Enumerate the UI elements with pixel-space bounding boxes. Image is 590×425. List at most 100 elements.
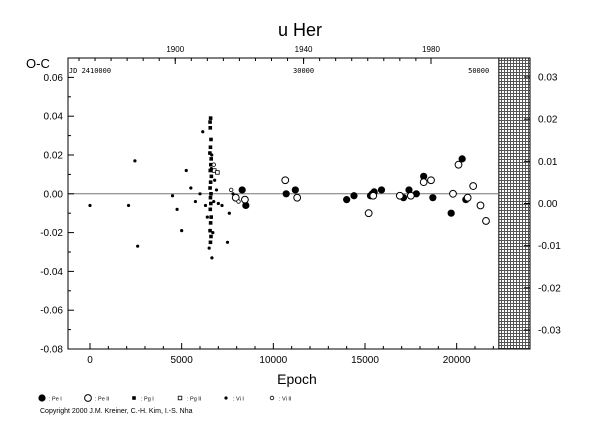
jd-label: 50000	[468, 67, 489, 75]
data-point	[209, 201, 213, 206]
data-point	[209, 192, 213, 196]
data-point	[419, 178, 428, 187]
legend-label: : Pg I	[141, 397, 154, 403]
y-tick-label: -0.04	[40, 267, 63, 278]
legend-marker	[224, 396, 228, 400]
data-point	[209, 174, 214, 179]
legend: : Pe I: Pe II: Pg I: Pg II: Vi I: Vi II	[38, 394, 292, 403]
data-point	[201, 130, 205, 134]
data-point	[207, 246, 211, 250]
data-point	[208, 126, 213, 130]
data-point	[133, 159, 137, 163]
data-point	[212, 199, 216, 204]
series-5	[211, 162, 241, 204]
data-point	[227, 211, 231, 215]
data-point	[364, 209, 373, 218]
data-point	[242, 201, 250, 210]
data-point	[420, 172, 428, 180]
data-point	[454, 160, 463, 169]
data-point	[476, 201, 485, 210]
data-point	[210, 256, 214, 260]
data-point	[211, 162, 216, 167]
data-point	[343, 196, 351, 204]
data-point	[406, 191, 415, 200]
series-1	[231, 160, 490, 225]
data-point	[228, 187, 234, 193]
legend-label: : Pe I	[49, 397, 62, 403]
data-point	[189, 186, 193, 190]
data-point	[291, 186, 299, 194]
data-point	[214, 188, 219, 192]
y2-tick-label: 0.03	[538, 72, 558, 83]
data-point	[215, 170, 220, 175]
series-4	[88, 130, 235, 260]
year-tick-label: 1940	[295, 45, 313, 54]
legend-marker	[132, 396, 136, 400]
x-axis-label: Epoch	[277, 371, 317, 387]
x-tick-label: 5000	[171, 355, 194, 366]
data-point	[208, 145, 213, 150]
data-point	[209, 215, 213, 219]
data-point	[482, 217, 490, 225]
data-point	[208, 180, 213, 184]
data-point	[208, 228, 212, 233]
data-point	[231, 192, 235, 196]
legend-label: : Pg II	[187, 397, 202, 403]
data-point	[175, 207, 179, 211]
copyright-text: Copyright 2000 J.M. Kreiner, C.-H. Kim, …	[40, 408, 193, 415]
data-point	[208, 186, 212, 190]
data-point	[231, 193, 240, 202]
data-point	[208, 151, 212, 155]
data-point	[208, 240, 213, 245]
data-point	[469, 182, 478, 190]
data-point	[170, 194, 175, 198]
series-2	[208, 116, 214, 245]
data-point	[203, 203, 208, 208]
data-point	[293, 193, 302, 202]
legend-marker	[269, 395, 275, 401]
data-point	[377, 186, 386, 194]
y2-tick-label: 0.00	[538, 199, 558, 210]
data-point	[241, 195, 249, 204]
y-tick-label: -0.02	[40, 228, 63, 239]
data-point	[208, 195, 213, 200]
legend-marker	[177, 395, 183, 401]
data-point	[236, 199, 241, 204]
data-point	[88, 203, 92, 208]
data-point	[184, 168, 188, 173]
data-point	[210, 153, 214, 157]
data-point	[209, 234, 213, 239]
y-tick-label: 0.00	[44, 189, 64, 200]
data-point	[458, 155, 466, 163]
y-tick-label: 0.04	[44, 112, 64, 123]
data-point	[193, 199, 198, 204]
y-axis-label: O-C	[26, 56, 50, 71]
data-point	[208, 116, 213, 120]
jd-label: JD 2410000	[69, 67, 111, 75]
data-point	[281, 176, 290, 185]
data-point	[208, 207, 213, 212]
data-point	[216, 201, 220, 206]
data-point	[209, 162, 213, 167]
data-point	[198, 192, 202, 196]
data-point	[211, 231, 215, 235]
data-point	[220, 203, 224, 208]
y2-tick-label: 0.01	[538, 157, 558, 168]
series-0	[238, 155, 470, 217]
data-point	[282, 190, 290, 198]
jd-label: 30000	[293, 67, 314, 75]
legend-marker	[84, 394, 92, 402]
plot-frame	[67, 57, 531, 350]
data-point	[369, 191, 378, 200]
x-tick-label: 15000	[351, 355, 379, 366]
data-point	[136, 244, 140, 248]
data-point	[126, 203, 131, 208]
y2-tick-label: -0.01	[538, 241, 561, 252]
data-point	[449, 189, 457, 198]
data-point	[463, 193, 472, 202]
chart-title: u Her	[278, 20, 322, 40]
data-point	[213, 178, 217, 182]
y2-tick-label: -0.02	[538, 283, 561, 294]
data-point	[209, 166, 213, 171]
